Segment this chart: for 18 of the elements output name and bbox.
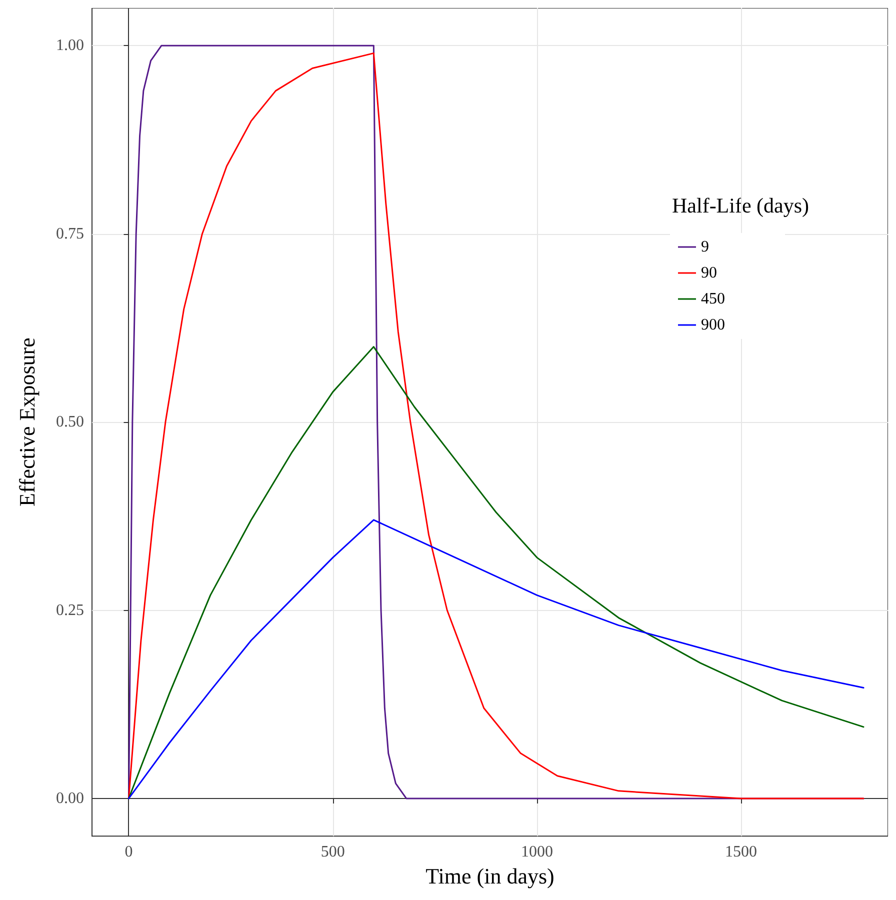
x-axis-title: Time (in days) [426,864,554,888]
y-tick-label: 0.00 [56,790,84,807]
x-tick-label: 0 [124,844,133,861]
legend-label: 9 [701,238,709,256]
x-tick-label: 1000 [520,844,553,861]
legend-label: 900 [701,316,725,334]
y-tick-label: 0.75 [56,225,84,242]
legend-title: Half-Life (days) [672,194,810,218]
y-axis-title: Effective Exposure [14,338,40,506]
line-series [128,346,864,800]
x-tick-label: 500 [320,844,345,861]
legend-label: 90 [701,264,717,282]
x-tick-label: 1500 [725,844,758,861]
y-tick-label: 1.00 [56,37,84,54]
legend-label: 450 [701,290,725,308]
line-series [128,519,864,800]
y-tick-label: 0.25 [56,602,84,619]
y-tick-label: 0.50 [56,414,84,431]
